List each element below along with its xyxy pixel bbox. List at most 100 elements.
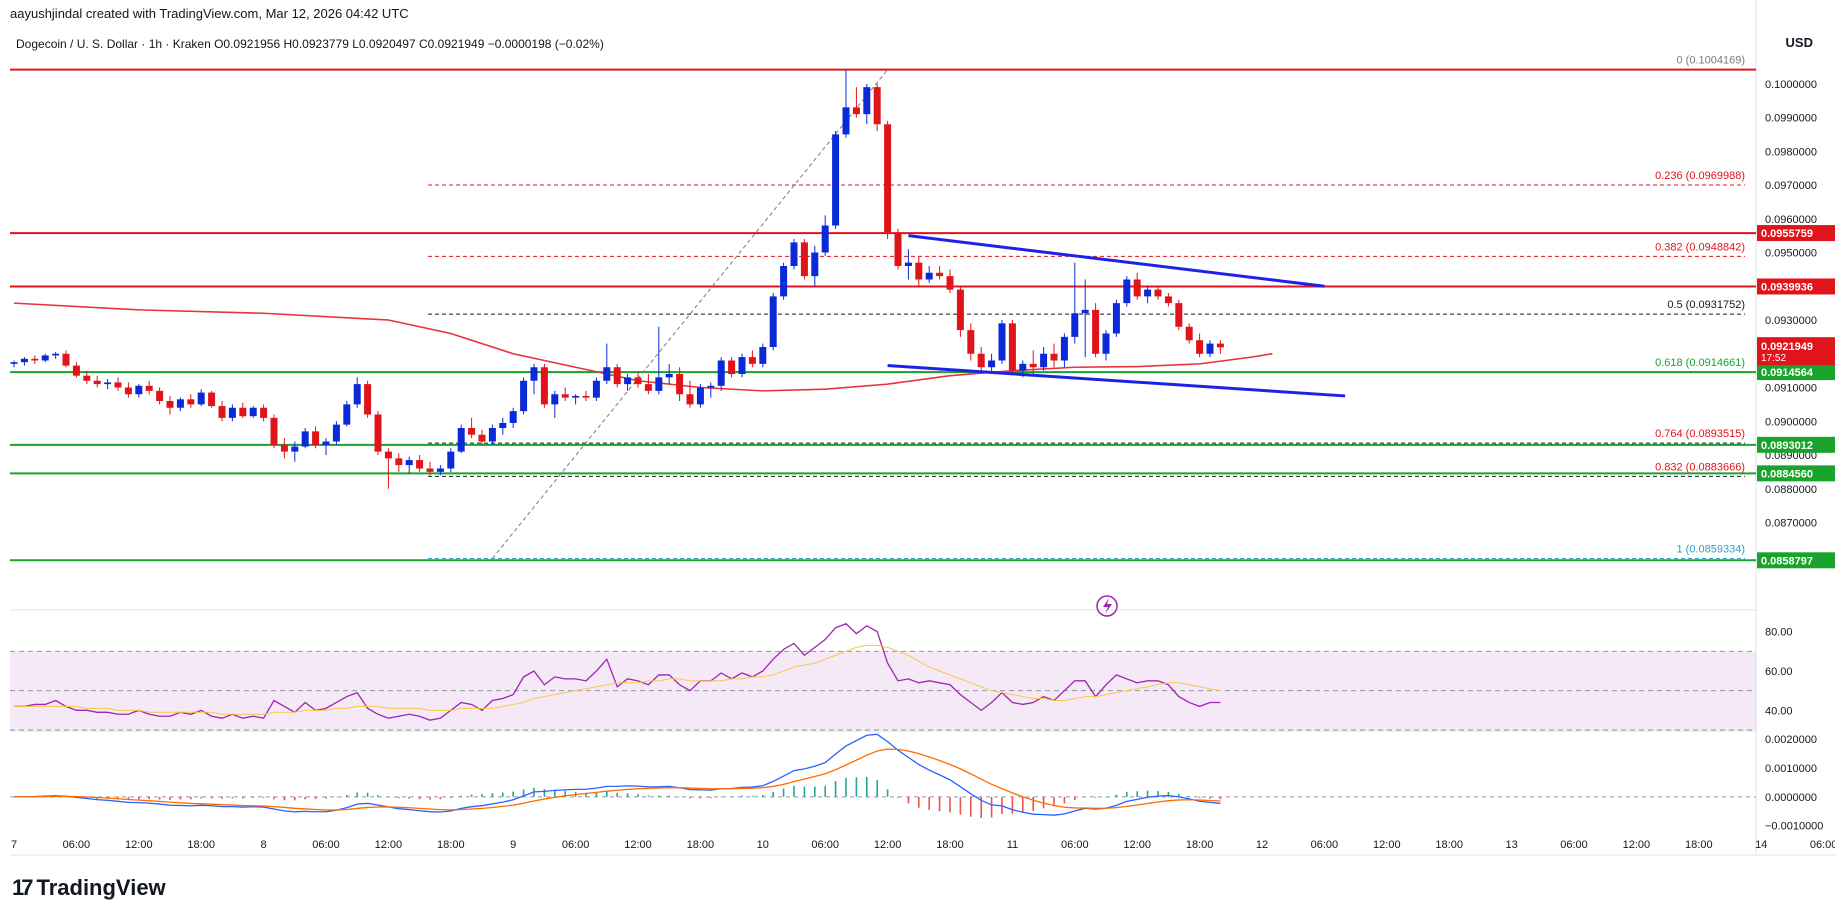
macd-histogram-bar bbox=[481, 794, 483, 797]
macd-histogram-bar bbox=[886, 789, 889, 797]
candle-body bbox=[676, 374, 684, 395]
macd-histogram-bar bbox=[710, 796, 712, 799]
macd-histogram-bar bbox=[793, 785, 795, 797]
macd-histogram-bar bbox=[1032, 796, 1034, 811]
rsi-line bbox=[14, 623, 1221, 721]
time-tick-label: 9 bbox=[510, 839, 516, 851]
candle-body bbox=[93, 380, 101, 385]
candle-body bbox=[332, 424, 340, 442]
candle-body bbox=[572, 395, 580, 398]
time-tick-label: 12:00 bbox=[375, 839, 403, 851]
candle-body bbox=[842, 107, 850, 135]
macd-histogram-bar bbox=[346, 794, 348, 797]
macd-histogram-bar bbox=[1115, 794, 1118, 797]
time-tick-label: 13 bbox=[1505, 839, 1517, 851]
chart-credit: aayushjindal created with TradingView.co… bbox=[10, 6, 409, 21]
time-tick-label: 18:00 bbox=[187, 839, 215, 851]
support-price-label: 0.0893012 bbox=[1761, 440, 1813, 452]
macd-histogram-bar bbox=[626, 793, 629, 797]
macd-histogram-bar bbox=[148, 796, 150, 800]
candle-body bbox=[894, 232, 902, 266]
candle-body bbox=[769, 296, 777, 347]
candle-body bbox=[1123, 279, 1131, 304]
currency-label[interactable]: USD bbox=[1785, 35, 1813, 50]
macd-histogram-bar bbox=[824, 785, 826, 797]
fib-level-label: 0.832 (0.0883666) bbox=[1655, 461, 1745, 473]
candle-body bbox=[166, 401, 174, 408]
macd-histogram-bar bbox=[543, 789, 546, 797]
price-chart[interactable]: 0.0870000 0.0880000 0.0890000 0.0900000 0.09… bbox=[0, 0, 1835, 870]
tradingview-logo[interactable]: 17 TradingView bbox=[12, 875, 166, 901]
macd-histogram-bar bbox=[210, 796, 213, 799]
macd-histogram-bar bbox=[980, 796, 982, 819]
macd-histogram-bar bbox=[1198, 796, 1201, 799]
fib-level-label: 0.236 (0.0969988) bbox=[1655, 170, 1745, 182]
candle-body bbox=[634, 377, 642, 385]
macd-histogram-bar bbox=[678, 796, 681, 798]
time-tick-label: 18:00 bbox=[687, 839, 715, 851]
candle-body bbox=[686, 394, 694, 405]
candle-body bbox=[1092, 309, 1100, 354]
candle-body bbox=[665, 374, 673, 378]
macd-histogram-bar bbox=[782, 788, 785, 797]
candle-body bbox=[748, 357, 756, 364]
macd-histogram-bar bbox=[356, 792, 358, 797]
macd-histogram-bar bbox=[1053, 796, 1055, 807]
resistance-price-tag bbox=[1757, 278, 1835, 295]
macd-histogram-bar bbox=[450, 796, 452, 798]
candle-body bbox=[967, 330, 975, 354]
tradingview-wordmark: TradingView bbox=[36, 875, 166, 900]
candle-body bbox=[873, 87, 881, 125]
macd-histogram-bar bbox=[387, 796, 390, 798]
resistance-price-label: 0.0955759 bbox=[1761, 228, 1813, 240]
macd-histogram-bar bbox=[169, 796, 171, 800]
support-price-tag bbox=[1757, 552, 1835, 569]
macd-histogram-bar bbox=[970, 796, 972, 817]
lightning-icon bbox=[1096, 595, 1118, 617]
support-price-label: 0.0914564 bbox=[1761, 367, 1814, 379]
candle-body bbox=[156, 390, 164, 401]
candle-body bbox=[301, 431, 309, 447]
candle-body bbox=[821, 225, 829, 253]
time-tick-label: 18:00 bbox=[1186, 839, 1214, 851]
macd-histogram-bar bbox=[491, 793, 494, 797]
support-price-label: 0.0858797 bbox=[1761, 555, 1813, 567]
macd-histogram-bar bbox=[304, 796, 306, 800]
candle-body bbox=[353, 384, 361, 405]
lightning-bolt-icon bbox=[1103, 598, 1112, 614]
macd-histogram-bar bbox=[637, 794, 639, 797]
macd-histogram-bar bbox=[200, 796, 202, 799]
price-tick-label: 0.0930000 bbox=[1765, 315, 1817, 327]
macd-tick-label: 0.0000000 bbox=[1765, 792, 1817, 804]
time-tick-label: 06:00 bbox=[1061, 839, 1089, 851]
candle-body bbox=[405, 460, 413, 466]
open-value: O0.0921956 bbox=[214, 37, 281, 51]
fib-level-label: 0.618 (0.0914661) bbox=[1655, 357, 1745, 369]
macd-histogram-bar bbox=[408, 796, 410, 799]
candle-body bbox=[260, 407, 268, 418]
candle-body bbox=[884, 124, 892, 233]
candle-body bbox=[728, 360, 736, 374]
candle-body bbox=[239, 407, 247, 417]
candle-body bbox=[988, 360, 996, 368]
price-tick-label: 0.0990000 bbox=[1765, 113, 1817, 125]
price-tick-label: 0.0870000 bbox=[1765, 518, 1817, 530]
candle-body bbox=[998, 323, 1006, 361]
symbol-label[interactable]: Dogecoin / U. S. Dollar · 1h · Kraken bbox=[16, 37, 211, 51]
time-tick-label: 06:00 bbox=[562, 839, 590, 851]
price-tick-label: 0.0950000 bbox=[1765, 248, 1817, 260]
time-tick-label: 18:00 bbox=[936, 839, 964, 851]
support-price-tag bbox=[1757, 465, 1835, 482]
resistance-price-tag bbox=[1757, 225, 1835, 242]
macd-histogram-bar bbox=[1105, 796, 1107, 798]
macd-histogram-bar bbox=[1094, 796, 1097, 798]
macd-histogram-bar bbox=[273, 796, 275, 800]
time-tick-label: 12 bbox=[1256, 839, 1268, 851]
candle-body bbox=[1196, 340, 1204, 354]
macd-line bbox=[13, 733, 1221, 816]
macd-histogram-bar bbox=[1063, 796, 1066, 804]
macd-histogram-bar bbox=[502, 792, 504, 797]
candle-body bbox=[707, 385, 715, 388]
macd-histogram-bar bbox=[1178, 793, 1180, 797]
time-tick-label: 12:00 bbox=[874, 839, 902, 851]
